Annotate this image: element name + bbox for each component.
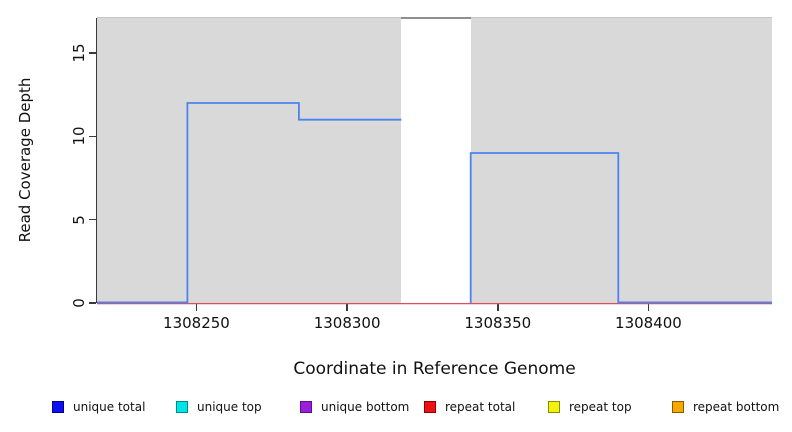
y-tick-label: 10	[70, 126, 88, 146]
legend-swatch-icon	[176, 401, 188, 413]
legend-swatch-icon	[548, 401, 560, 413]
x-tick	[497, 304, 499, 311]
legend-label: unique top	[197, 400, 262, 414]
legend-item: unique bottom	[300, 400, 424, 414]
legend-label: repeat total	[445, 400, 516, 414]
legend-item: repeat top	[548, 400, 672, 414]
y-axis-line	[95, 18, 97, 303]
legend-item: unique total	[52, 400, 176, 414]
x-axis-title: Coordinate in Reference Genome	[293, 359, 576, 379]
y-tick	[88, 135, 96, 138]
x-tick	[195, 304, 198, 311]
legend-label: unique bottom	[321, 400, 410, 414]
x-tick	[647, 304, 650, 311]
masked-region-top-border	[401, 17, 471, 20]
legend-swatch-icon	[424, 401, 436, 413]
legend-label: repeat top	[569, 400, 632, 414]
y-tick	[88, 302, 96, 304]
legend-swatch-icon	[300, 401, 312, 413]
y-tick	[88, 218, 96, 221]
x-tick-label: 1308250	[163, 314, 230, 332]
x-tick-label: 1308300	[313, 314, 381, 332]
x-tick-label: 1308350	[464, 314, 532, 332]
legend-item: repeat bottom	[672, 400, 779, 414]
legend-item: repeat total	[424, 400, 548, 414]
y-tick-label: 5	[70, 214, 88, 225]
plot-top-border	[97, 16, 772, 18]
y-tick	[88, 52, 96, 54]
legend-swatch-icon	[52, 401, 64, 413]
x-tick-label: 1308400	[615, 314, 682, 332]
legend-swatch-icon	[672, 401, 684, 413]
legend: unique total unique top unique bottom repea…	[52, 398, 790, 416]
y-tick-label: 0	[70, 298, 88, 308]
legend-item: unique top	[176, 400, 300, 414]
legend-label: repeat bottom	[693, 400, 780, 414]
y-axis-title: Read Coverage Depth	[16, 77, 34, 243]
masked-region	[401, 18, 471, 303]
y-tick-label: 15	[70, 43, 88, 63]
legend-label: unique total	[73, 400, 146, 414]
x-tick	[346, 304, 348, 311]
